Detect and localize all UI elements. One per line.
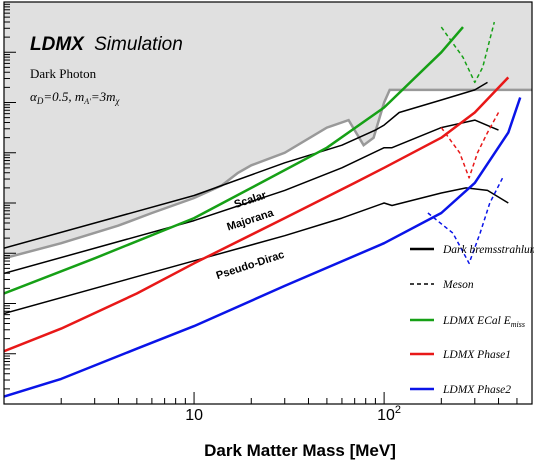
legend-label-2: LDMX ECal Emiss (442, 315, 525, 329)
series-relic-scalar (4, 81, 488, 249)
x-tick-100-exp: 2 (395, 404, 401, 416)
series-layer (4, 21, 522, 398)
ma-subscript: A' (83, 97, 91, 106)
annotation-dark-photon: Dark Photon (30, 66, 97, 81)
x-tick-label-10: 10 (185, 407, 203, 424)
series-relic-majorana (4, 119, 499, 275)
series-meson-blue (427, 177, 504, 265)
series-ldmx-phase1 (4, 76, 510, 353)
mass-equation: =3m (91, 89, 116, 104)
excluded-region-fill (4, 2, 532, 259)
series-relic-pseudodirac (4, 187, 509, 315)
axis-ticks (3, 1, 533, 405)
x-axis-label: Dark Matter Mass [MeV] (204, 441, 396, 460)
alpha-symbol: α (30, 89, 38, 104)
alpha-rest: =0.5, m (43, 89, 84, 104)
x-tick-10-base: 10 (185, 407, 203, 424)
alpha-subscript: D (36, 96, 44, 106)
excluded-region-boundary (4, 88, 532, 260)
series-ldmx-phase2 (4, 97, 522, 398)
curve-label-0: Scalar (233, 189, 269, 211)
chart-title-group: LDMX Simulation (30, 34, 183, 55)
series-ldmx-ecal (4, 26, 464, 295)
legend-label-3: LDMX Phase1 (442, 349, 511, 361)
legend-label-1: Meson (442, 279, 474, 291)
chart-subtitle: Simulation (94, 34, 183, 55)
series-meson-upper (440, 21, 496, 84)
legend-label-0: Dark bremsstrahlung (442, 244, 534, 256)
legend-label-4: LDMX Phase2 (442, 384, 511, 396)
x-tick-label-100: 102 (377, 404, 401, 424)
curve-label-2: Pseudo-Dirac (215, 249, 286, 282)
series-meson-red (440, 112, 500, 179)
excluded-region (4, 2, 532, 260)
chi-subscript: χ (115, 96, 121, 106)
chart-title: LDMX (30, 34, 85, 55)
curve-label-1: Majorana (226, 207, 276, 234)
legend: Dark bremsstrahlung Meson LDMX ECal Emiss L… (410, 244, 534, 396)
x-tick-100-base: 10 (377, 407, 395, 424)
annotation-couplings: αD=0.5, mA'=3mχ (30, 89, 121, 106)
